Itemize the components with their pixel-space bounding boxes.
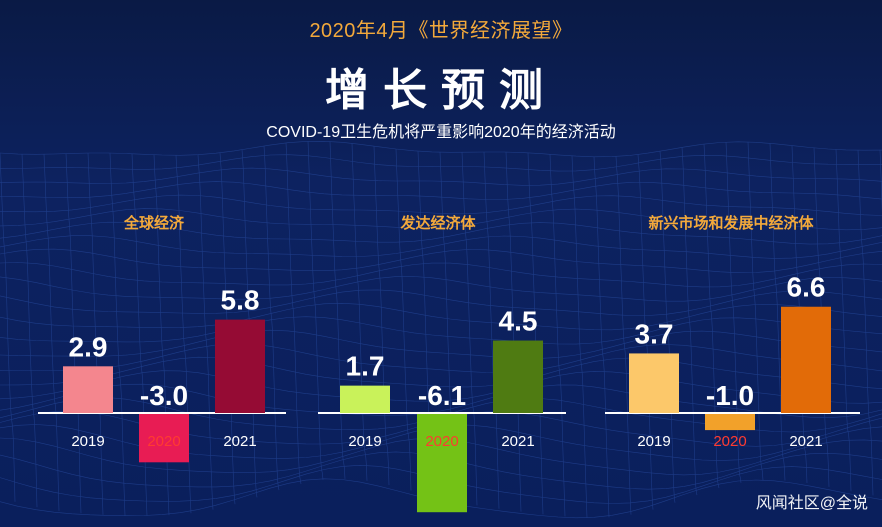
chart-panel-1: 全球经济 2.9 2019 -3.0 2020 5.8 2021 — [38, 214, 286, 463]
chart-title: 发达经济体 — [399, 214, 476, 232]
data-label-2019: 3.7 — [635, 318, 674, 349]
data-label-2019: 2.9 — [69, 331, 108, 362]
bar-2019 — [63, 366, 113, 413]
report-source-title: 2020年4月《世界经济展望》 — [309, 20, 573, 42]
chart-panel-3: 新兴市场和发展中经济体 3.7 2019 -1.0 2020 6.6 2021 — [605, 214, 860, 450]
data-label-2019: 1.7 — [346, 351, 385, 382]
page-subtitle: COVID-19卫生危机将严重影响2020年的经济活动 — [266, 124, 616, 141]
tick-label-2019: 2019 — [348, 433, 381, 450]
tick-label-2021: 2021 — [789, 433, 822, 450]
data-label-2021: 4.5 — [499, 306, 538, 337]
chart-title: 全球经济 — [123, 214, 185, 232]
bar-2019 — [629, 353, 679, 413]
chart-title: 新兴市场和发展中经济体 — [648, 214, 814, 232]
data-label-2020: -1.0 — [706, 380, 754, 411]
data-label-2021: 6.6 — [787, 272, 826, 303]
tick-label-2021: 2021 — [501, 433, 534, 450]
tick-label-2019: 2019 — [71, 433, 104, 450]
tick-label-2021: 2021 — [223, 433, 256, 450]
bar-2020 — [139, 414, 189, 463]
data-label-2020: -3.0 — [140, 380, 188, 411]
bar-2020 — [417, 414, 467, 513]
data-label-2021: 5.8 — [221, 285, 260, 316]
chart-panel-2: 发达经济体 1.7 2019 -6.1 2020 4.5 2021 — [318, 214, 566, 513]
tick-label-2020: 2020 — [147, 433, 180, 450]
tick-label-2020: 2020 — [425, 433, 458, 450]
watermark: 风闻社区@全说 — [755, 495, 868, 512]
tick-label-2020: 2020 — [713, 433, 746, 450]
bar-2020 — [705, 414, 755, 431]
bar-2019 — [340, 385, 390, 413]
bar-2021 — [781, 306, 831, 413]
bar-2021 — [493, 340, 543, 413]
tick-label-2019: 2019 — [637, 433, 670, 450]
bar-2021 — [215, 319, 265, 413]
page-title: 增长预测 — [325, 66, 557, 115]
data-label-2020: -6.1 — [418, 380, 466, 411]
